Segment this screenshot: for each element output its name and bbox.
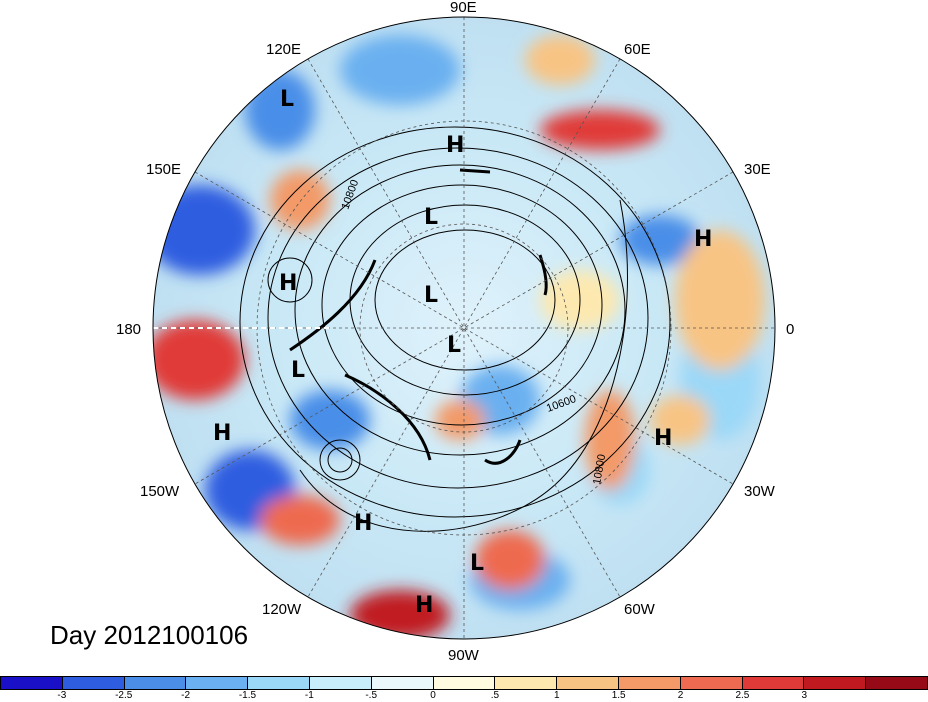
low-marker: L [447,333,461,358]
low-marker: L [470,551,484,576]
contour-label: 10800 [591,453,608,485]
longitude-labels: 90E 60E 30E 0 30W 60W 90W 120W 150W 180 … [116,0,794,664]
colorbar-tick-label: 0 [430,690,436,701]
high-marker: H [354,511,372,536]
high-marker: H [279,271,297,296]
colorbar-segment [866,677,927,689]
lon-label: 120W [262,601,302,618]
map-title: Day 2012100106 [50,620,249,650]
jet-contours [289,168,548,465]
lon-label: 180 [116,321,141,338]
colorbar-segment [495,677,558,689]
colorbar-tick-label: .5 [490,690,500,701]
graticule [153,17,775,639]
lon-label: 60E [624,41,651,58]
colorbar-tick-label: 1.5 [611,690,626,701]
colorbar-segment [804,677,867,689]
colorbar-segment [557,677,619,689]
colorbar-tick-label: -1 [304,690,314,701]
colorbar-tick-label: -.5 [365,690,378,701]
colorbar-tick-label: -2 [181,690,191,701]
high-marker: H [446,133,464,158]
low-marker: L [424,205,438,230]
lon-label: 60W [624,601,656,618]
colorbar-segment [742,677,805,689]
low-marker: L [280,87,294,112]
low-marker: L [424,283,438,308]
high-marker: H [415,593,433,618]
colorbar-tick-label: -2.5 [115,690,133,701]
lon-label: 90E [450,0,477,16]
colorbar-tick-labels: -3 -2.5 -2 -1.5 -1 -.5 0 .5 1 1.5 2 2.5 3 [0,690,928,702]
colorbar-segment [186,677,249,689]
colorbar-segment [1,677,63,689]
low-marker: L [291,358,305,383]
colorbar-segment [680,677,743,689]
lon-label: 90W [448,647,480,664]
colorbar-segment [124,677,187,689]
colorbar-segment [371,677,434,689]
colorbar-tick-label: -1.5 [238,690,257,701]
lon-label: 150W [140,483,180,500]
colorbar-tick-label: 1 [554,690,560,701]
lon-label: 30W [744,483,776,500]
high-marker: H [694,227,712,252]
colorbar-segment [618,677,681,689]
colorbar-segment [62,677,125,689]
high-marker: H [213,421,231,446]
colorbar-segment [433,677,496,689]
colorbar-tick-label: 3 [801,690,808,701]
lon-label: 150E [146,161,181,178]
pressure-markers: L H L L L H L H H H H L H [213,87,712,618]
colorbar [0,676,928,690]
colorbar-tick-label: 2.5 [735,690,750,701]
lon-label: 30E [744,161,771,178]
polar-map: 10800 10600 10800 L H L L L H L H H H H … [116,0,794,664]
lon-label: 0 [786,321,794,338]
colorbar-segment [248,677,310,689]
colorbar-tick-label: 2 [677,690,684,701]
map-boundary [152,16,776,640]
colorbar-segment [309,677,372,689]
colorbar-tick-label: -3 [57,690,67,701]
lon-label: 120E [266,41,301,58]
high-marker: H [654,426,672,451]
